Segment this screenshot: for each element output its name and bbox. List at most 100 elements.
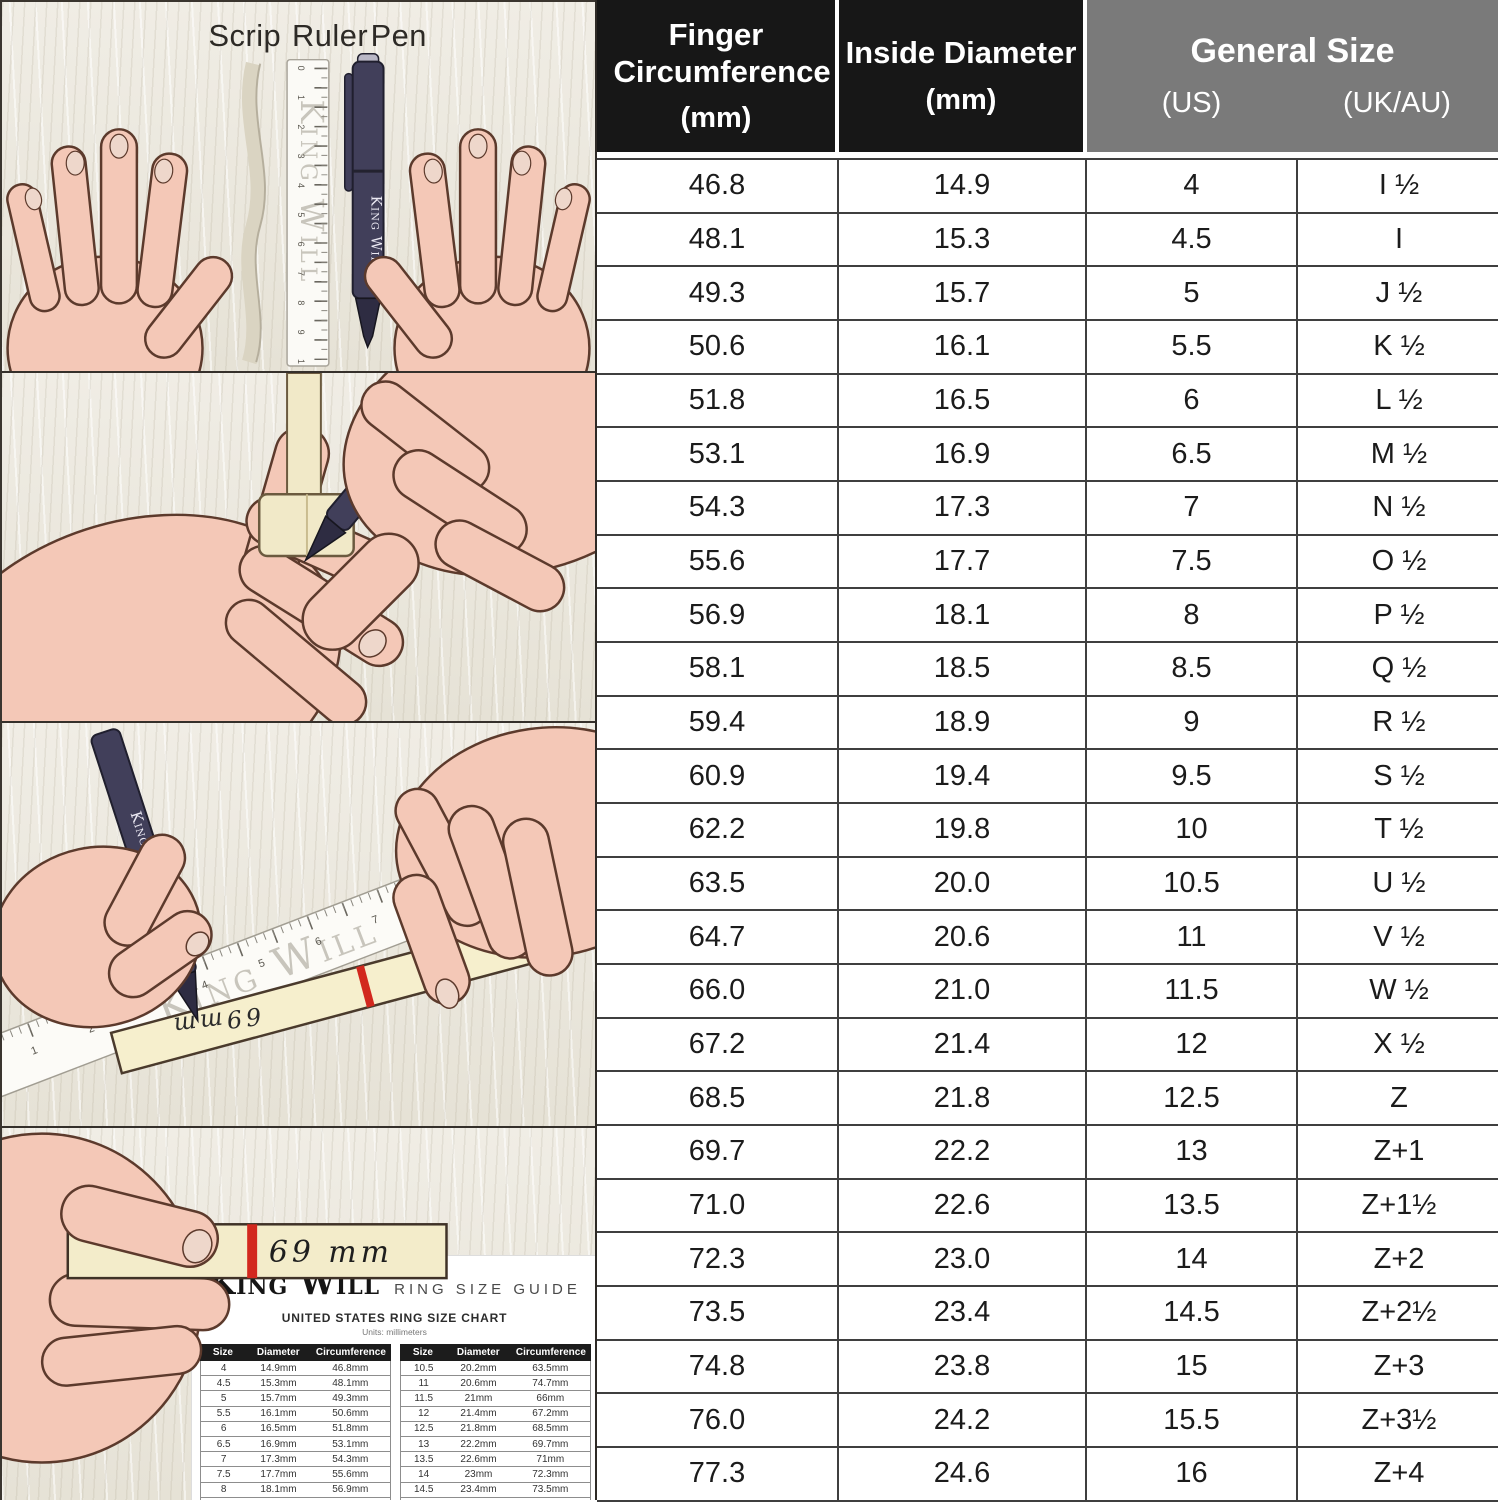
cell-finger-circumference: 58.1 — [597, 643, 839, 695]
table-row: 68.5 21.8 12.5 Z — [597, 1072, 1498, 1127]
table-row: 71.0 22.6 13.5 Z+1½ — [597, 1179, 1498, 1234]
cell-uk-au-size: X ½ — [1373, 1028, 1425, 1061]
step1-tools-illustration: Scrip Ruler Pen King Will 0 1 2 3 4 5 6 … — [2, 2, 595, 373]
cell-inside-diameter: 22.6 — [839, 1179, 1087, 1232]
mini-cell-diameter: 22.2mm — [460, 1438, 497, 1450]
cell-inside-diameter: 21.4 — [839, 1018, 1087, 1071]
mini-cell-circumference: 54.3mm — [332, 1453, 369, 1465]
label-pen: Pen — [371, 18, 427, 53]
guide-card-units-note: Units: millimeters — [362, 1327, 427, 1337]
mini-tables: Size Diameter Circumference 4 14.9mm 46.… — [192, 1337, 595, 1500]
table-row: 69.7 22.2 13 Z+1 — [597, 1126, 1498, 1180]
cell-inside-diameter: 23.0 — [839, 1233, 1087, 1286]
cell-finger-circumference: 67.2 — [597, 1018, 839, 1071]
mini-cell-diameter: 15.7mm — [260, 1392, 297, 1404]
mini-table-row: 14 23mm 72.3mm — [400, 1467, 591, 1483]
cell-inside-diameter: 16.9 — [839, 428, 1087, 481]
mini-cell-diameter: 16.1mm — [260, 1408, 297, 1420]
mini-cell-size: 11.5 — [414, 1392, 434, 1404]
cell-us-size: 11.5 — [1087, 965, 1298, 1017]
cell-us-size: 5.5 — [1087, 321, 1298, 373]
mini-cell-diameter: 15.3mm — [260, 1377, 297, 1389]
header-title: General Size — [1190, 32, 1395, 70]
mini-table-row: 12.5 21.8mm 68.5mm — [400, 1421, 591, 1437]
mini-table-row: 4 14.9mm 46.8mm — [200, 1361, 391, 1377]
header-subcolumns: (US) (UK/AU) — [1087, 87, 1498, 120]
mini-cell-circumference: 73.5mm — [532, 1484, 569, 1496]
cell-us-size: 9.5 — [1087, 750, 1298, 803]
mini-cell-size: 10.5 — [413, 1362, 434, 1374]
cell-us-size: 8 — [1087, 589, 1298, 642]
mini-cell-circumference: 74.7mm — [532, 1377, 569, 1389]
mini-cell-diameter: 17.7mm — [260, 1468, 297, 1480]
mini-table-row: 10.5 20.2mm 63.5mm — [400, 1361, 591, 1377]
mini-cell-diameter: 23mm — [464, 1468, 493, 1480]
mini-cell-circumference: 51.8mm — [332, 1423, 369, 1435]
cell-us-size: 10 — [1087, 804, 1298, 856]
cell-us-size: 14 — [1087, 1233, 1298, 1286]
step3-drawing: King Will 0 1 2 3 4 5 6 7 8 9 10 11 12 1… — [2, 723, 595, 1111]
mini-cell-size: 13 — [418, 1438, 430, 1450]
table-row: 56.9 18.1 8 P ½ — [597, 589, 1498, 644]
cell-uk-au-size: O ½ — [1371, 545, 1427, 578]
pen-icon: King Will — [344, 52, 385, 350]
label-ruler: Ruler — [292, 18, 368, 53]
mini-cell-circumference: 71mm — [536, 1453, 565, 1465]
cell-uk-au-size: Z+2½ — [1361, 1296, 1437, 1329]
mini-header-size: Size — [412, 1347, 433, 1358]
step2-wrap-illustration — [2, 373, 595, 723]
mini-cell-diameter: 16.9mm — [260, 1438, 297, 1450]
cell-inside-diameter: 20.0 — [839, 857, 1087, 910]
mini-header-diameter: Diameter — [256, 1347, 300, 1358]
mini-header-circumference: Circumference — [515, 1347, 586, 1358]
mini-cell-diameter: 20.2mm — [460, 1362, 497, 1374]
cell-uk-au-size: I — [1394, 223, 1404, 255]
cell-finger-circumference: 64.7 — [597, 911, 839, 964]
cell-us-size: 7.5 — [1087, 535, 1298, 588]
cell-finger-circumference: 60.9 — [597, 750, 839, 803]
mini-cell-size: 11 — [418, 1377, 429, 1389]
table-row: 74.8 23.8 15 Z+3 — [597, 1340, 1498, 1395]
mini-cell-circumference: 63.5mm — [532, 1362, 569, 1374]
mini-table-row: 5 15.7mm 49.3mm — [200, 1391, 391, 1407]
cell-inside-diameter: 15.7 — [839, 267, 1087, 320]
cell-uk-au-size: U ½ — [1372, 867, 1426, 900]
cell-finger-circumference: 68.5 — [597, 1072, 839, 1125]
ruler-brand-watermark: King Will — [293, 99, 331, 285]
mini-cell-size: 12.5 — [413, 1423, 434, 1435]
cell-uk-au-size: Z+1 — [1373, 1135, 1425, 1168]
table-row: 53.1 16.9 6.5 M ½ — [597, 428, 1498, 483]
mini-cell-circumference: 68.5mm — [532, 1423, 569, 1435]
table-row: 46.8 14.9 4 I ½ — [597, 160, 1498, 214]
cell-inside-diameter: 20.6 — [839, 911, 1087, 964]
mini-cell-circumference: 53.1mm — [332, 1438, 369, 1450]
cell-inside-diameter: 18.5 — [839, 643, 1087, 695]
mini-cell-size: 7.5 — [216, 1468, 231, 1480]
cell-us-size: 11 — [1087, 911, 1298, 964]
cell-uk-au-size: Q ½ — [1371, 652, 1427, 685]
cell-uk-au-size: Z+3 — [1373, 1350, 1425, 1383]
table-header: Finger Circumference (mm) Inside Diamete… — [597, 0, 1498, 152]
cell-finger-circumference: 56.9 — [597, 589, 839, 642]
ring-size-table: Finger Circumference (mm) Inside Diamete… — [595, 0, 1498, 1502]
pen-brand-text: King Will — [368, 196, 384, 272]
cell-us-size: 4.5 — [1087, 213, 1298, 266]
ruler-icon: King Will 0 1 2 3 4 5 6 7 8 9 10 11 12 1… — [286, 58, 331, 371]
mini-table-row: 8 18.1mm 56.9mm — [200, 1482, 391, 1498]
table-row: 63.5 20.0 10.5 U ½ — [597, 857, 1498, 912]
paper-strip-icon — [241, 61, 267, 365]
mini-cell-diameter: 14.9mm — [260, 1362, 297, 1374]
ring-size-guide-card: King Will RING SIZE GUIDE UNITED STATES … — [192, 1256, 595, 1500]
cell-us-size: 15 — [1087, 1340, 1298, 1393]
mini-table-header: Size Diameter Circumference — [400, 1344, 591, 1361]
mini-cell-circumference: 55.6mm — [332, 1468, 369, 1480]
cell-uk-au-size: L ½ — [1375, 384, 1423, 417]
cell-uk-au-size: S ½ — [1373, 759, 1425, 792]
mini-table-row: 6 16.5mm 51.8mm — [200, 1421, 391, 1437]
cell-us-size: 13 — [1087, 1126, 1298, 1178]
mini-cell-size: 13.5 — [413, 1453, 434, 1465]
cell-us-size: 6 — [1087, 374, 1298, 427]
mini-cell-circumference: 72.3mm — [532, 1468, 569, 1480]
table-row: 67.2 21.4 12 X ½ — [597, 1018, 1498, 1073]
table-row: 72.3 23.0 14 Z+2 — [597, 1233, 1498, 1288]
